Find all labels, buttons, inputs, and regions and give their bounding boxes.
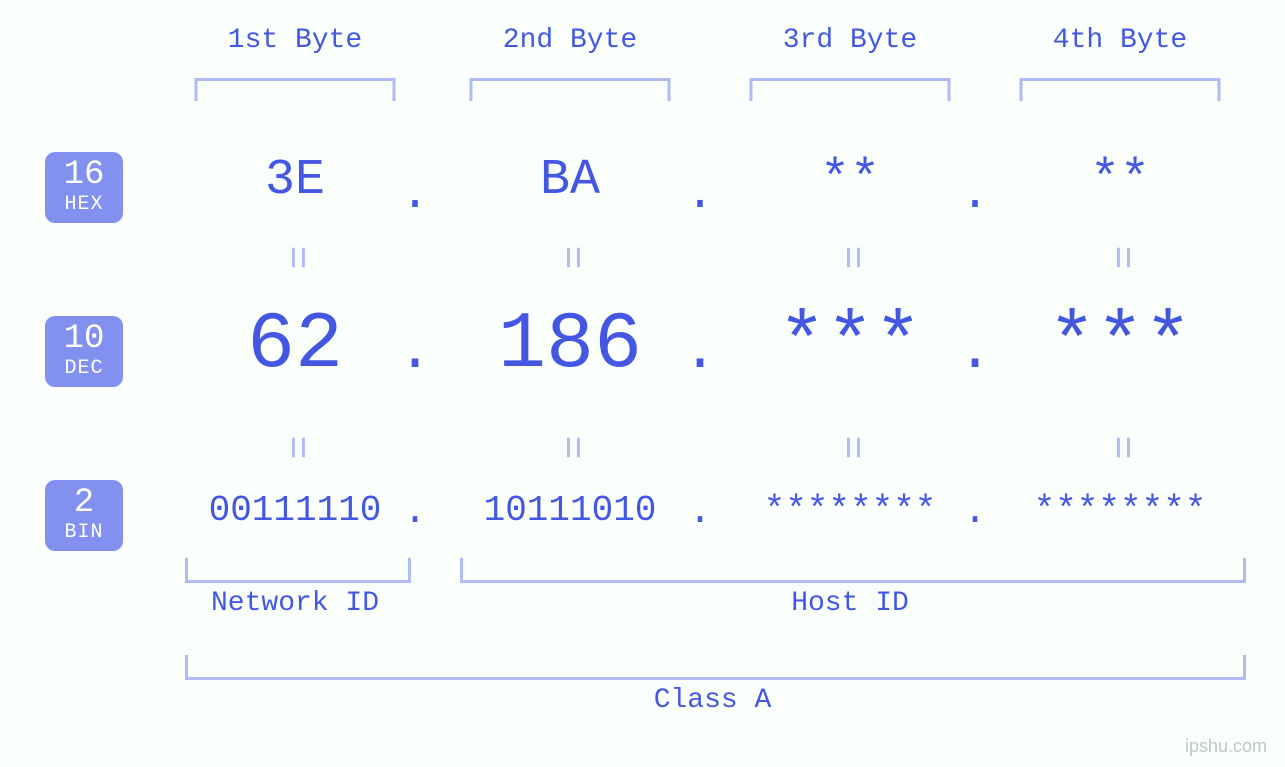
- bracket-host-id: [460, 558, 1246, 583]
- hex-byte-3: **: [820, 152, 880, 209]
- dec-dot-3: .: [958, 320, 993, 385]
- hex-dot-3: .: [961, 168, 990, 222]
- hex-byte-2: BA: [540, 152, 600, 209]
- equals-bot-3: =: [828, 435, 873, 459]
- bracket-class: [185, 655, 1246, 680]
- equals-bot-2: =: [548, 435, 593, 459]
- dec-byte-3: ***: [778, 300, 922, 391]
- hex-dot-2: .: [686, 168, 715, 222]
- badge-bin-num: 2: [45, 486, 123, 522]
- dec-dot-1: .: [398, 320, 433, 385]
- bin-dot-1: .: [403, 490, 427, 535]
- bin-dot-2: .: [688, 490, 712, 535]
- byte-label-1: 1st Byte: [228, 25, 362, 56]
- byte-label-3: 3rd Byte: [783, 25, 917, 56]
- badge-dec: 10 DEC: [45, 316, 123, 387]
- equals-bot-1: =: [273, 435, 318, 459]
- hex-byte-4: **: [1090, 152, 1150, 209]
- equals-bot-4: =: [1098, 435, 1143, 459]
- badge-dec-label: DEC: [45, 358, 123, 379]
- dec-byte-1: 62: [247, 300, 343, 391]
- badge-bin-label: BIN: [45, 522, 123, 543]
- badge-dec-num: 10: [45, 322, 123, 358]
- equals-top-2: =: [548, 245, 593, 269]
- bracket-network-id: [185, 558, 411, 583]
- equals-top-4: =: [1098, 245, 1143, 269]
- badge-hex: 16 HEX: [45, 152, 123, 223]
- watermark: ipshu.com: [1185, 736, 1267, 757]
- label-host-id: Host ID: [791, 588, 909, 619]
- badge-hex-num: 16: [45, 158, 123, 194]
- bin-byte-1: 00111110: [209, 490, 382, 531]
- bin-dot-3: .: [963, 490, 987, 535]
- label-network-id: Network ID: [211, 588, 379, 619]
- top-bracket-1: [195, 78, 396, 101]
- equals-top-3: =: [828, 245, 873, 269]
- top-bracket-3: [750, 78, 951, 101]
- hex-dot-1: .: [401, 168, 430, 222]
- bin-byte-3: ********: [764, 490, 937, 531]
- label-class: Class A: [654, 685, 772, 716]
- bin-byte-4: ********: [1034, 490, 1207, 531]
- badge-bin: 2 BIN: [45, 480, 123, 551]
- byte-label-4: 4th Byte: [1053, 25, 1187, 56]
- badge-hex-label: HEX: [45, 194, 123, 215]
- equals-top-1: =: [273, 245, 318, 269]
- dec-byte-2: 186: [498, 300, 642, 391]
- top-bracket-2: [470, 78, 671, 101]
- dec-byte-4: ***: [1048, 300, 1192, 391]
- dec-dot-2: .: [683, 320, 718, 385]
- byte-label-2: 2nd Byte: [503, 25, 637, 56]
- hex-byte-1: 3E: [265, 152, 325, 209]
- top-bracket-4: [1020, 78, 1221, 101]
- bin-byte-2: 10111010: [484, 490, 657, 531]
